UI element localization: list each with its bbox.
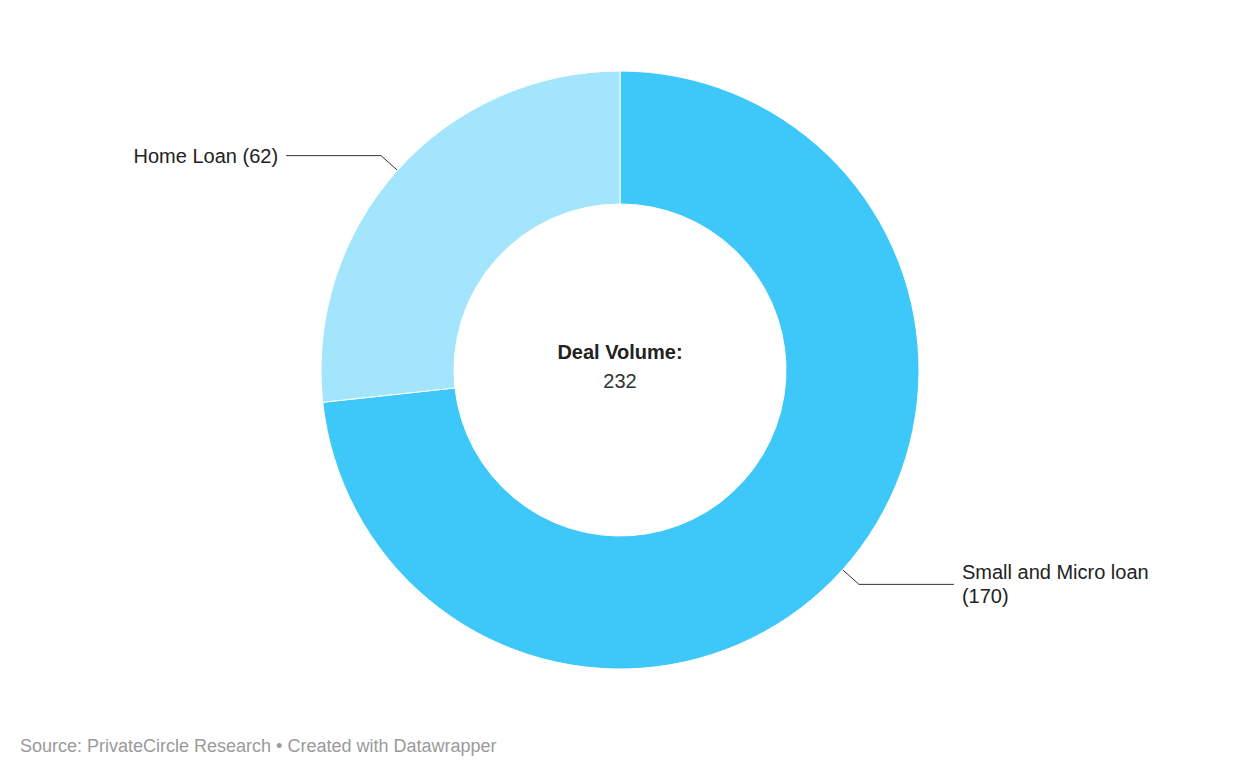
svg-text:(170): (170)	[962, 585, 1009, 607]
svg-text:Deal Volume:: Deal Volume:	[557, 341, 682, 363]
svg-text:Source: PrivateCircle Research: Source: PrivateCircle Research • Created…	[20, 736, 497, 756]
svg-text:Small and Micro loan: Small and Micro loan	[962, 561, 1154, 583]
svg-text:Home Loan (62): Home Loan (62)	[134, 145, 279, 167]
svg-text:232: 232	[603, 370, 636, 392]
